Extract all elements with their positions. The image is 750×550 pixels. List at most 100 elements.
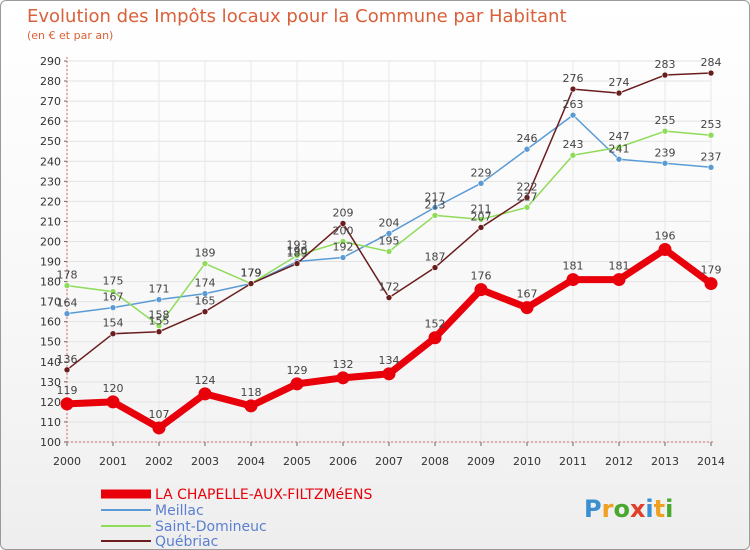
y-tick-label: 200 [40, 235, 61, 248]
data-point [704, 277, 718, 291]
x-tick-label: 2003 [191, 455, 219, 468]
data-point [615, 143, 623, 151]
data-point [385, 230, 393, 237]
watermark-letter: i [665, 495, 673, 523]
data-label: 155 [149, 315, 170, 328]
data-point [431, 204, 439, 211]
data-point [63, 282, 71, 289]
data-label: 284 [701, 56, 722, 69]
data-point [612, 273, 626, 287]
data-label: 179 [241, 267, 262, 280]
x-tick-label: 2008 [421, 455, 449, 468]
data-label: 179 [241, 267, 262, 280]
data-label: 211 [471, 202, 492, 215]
data-label: 120 [103, 382, 124, 395]
data-label: 107 [149, 408, 170, 421]
y-tick-label: 150 [40, 336, 61, 349]
y-tick-label: 140 [40, 356, 61, 369]
data-label: 152 [425, 318, 446, 331]
data-label: 158 [149, 309, 170, 322]
data-point [523, 204, 531, 211]
data-label: 129 [287, 364, 308, 377]
data-point [569, 151, 577, 159]
data-point [707, 69, 715, 77]
data-label: 167 [517, 288, 538, 301]
data-label: 171 [149, 283, 170, 296]
y-tick-label: 180 [40, 276, 61, 289]
data-point [109, 304, 117, 311]
data-point [198, 387, 212, 401]
data-label: 237 [701, 150, 722, 163]
data-point [155, 296, 163, 303]
x-tick-label: 2011 [559, 455, 587, 468]
legend-label: LA CHAPELLE-AUX-FILTZMéENS [155, 487, 372, 503]
data-point [201, 290, 209, 297]
data-label: 274 [609, 76, 630, 89]
data-point [569, 85, 577, 93]
data-point [477, 216, 485, 223]
data-label: 176 [471, 270, 492, 283]
legend-label: Québriac [155, 534, 218, 550]
data-point [707, 163, 715, 171]
data-point [155, 328, 163, 336]
data-label: 213 [425, 198, 446, 211]
data-label: 217 [517, 190, 538, 203]
watermark-letter: x [630, 495, 646, 523]
data-label: 179 [701, 264, 722, 277]
data-point [615, 89, 623, 97]
data-label: 190 [287, 245, 308, 258]
data-point [385, 294, 393, 301]
data-label: 246 [517, 132, 538, 145]
data-point [661, 71, 669, 79]
y-tick-label: 240 [40, 155, 61, 168]
data-point [293, 252, 301, 259]
data-point [63, 310, 71, 317]
data-point [477, 224, 485, 231]
data-point [661, 127, 669, 135]
watermark-letter: i [645, 495, 653, 523]
data-point [63, 366, 71, 374]
data-point [615, 155, 623, 163]
data-label: 207 [471, 210, 492, 223]
data-point [569, 111, 577, 119]
data-point [339, 220, 347, 227]
data-point [339, 254, 347, 261]
data-label: 200 [333, 224, 354, 237]
data-label: 132 [333, 358, 354, 371]
data-point [382, 367, 396, 381]
data-label: 193 [287, 239, 308, 252]
data-label: 239 [655, 146, 676, 159]
x-tick-label: 2001 [99, 455, 127, 468]
data-point [707, 131, 715, 139]
y-tick-label: 130 [40, 376, 61, 389]
data-label: 263 [563, 98, 584, 111]
chart-subtitle: (en € et par an) [27, 29, 114, 42]
grid-lines [66, 60, 712, 443]
x-tick-label: 2004 [237, 455, 265, 468]
data-label: 217 [425, 190, 446, 203]
data-point [428, 331, 442, 345]
data-point [109, 288, 117, 295]
series-layer [60, 69, 718, 435]
data-point [201, 308, 209, 315]
data-label: 167 [103, 291, 124, 304]
data-label: 118 [241, 386, 262, 399]
data-label: 204 [379, 216, 400, 229]
data-point [152, 421, 166, 435]
legend-label: Saint-Domineuc [155, 519, 267, 535]
x-tick-label: 2000 [53, 455, 81, 468]
data-label: 179 [241, 267, 262, 280]
y-tick-label: 120 [40, 396, 61, 409]
data-point [520, 301, 534, 315]
data-label: 174 [195, 277, 216, 290]
watermark-letter: o [613, 495, 630, 523]
data-label: 164 [57, 297, 78, 310]
data-label: 134 [379, 354, 400, 367]
data-label: 189 [287, 247, 308, 260]
y-tick-label: 110 [40, 416, 61, 429]
data-point [385, 248, 393, 255]
data-point [566, 273, 580, 287]
data-point [290, 377, 304, 391]
x-tick-label: 2010 [513, 455, 541, 468]
